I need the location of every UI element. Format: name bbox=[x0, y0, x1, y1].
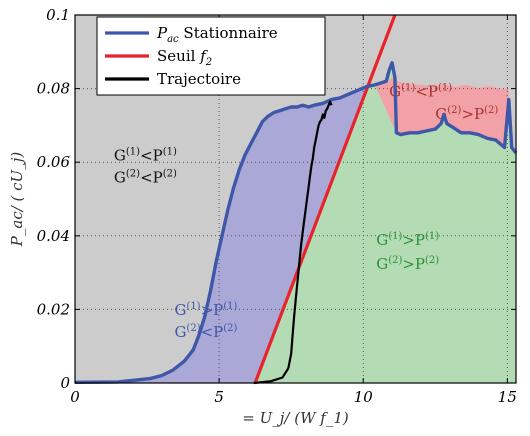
region-blue bbox=[75, 79, 371, 383]
legend-label-traj: Trajectoire bbox=[157, 70, 241, 88]
legend-label-seuil: Seuil f2 bbox=[157, 47, 212, 68]
region-label-0-line2: G(2)​<P(2)​ bbox=[114, 168, 177, 186]
axis-labels: = U_j/ (W f_1) P_ac/ ( cU_j) bbox=[8, 152, 349, 427]
region-labels: G(1)​<P(1)​ G(2)​<P(2)​ G(1)​>P(1)​ G(2)​<P… bbox=[114, 83, 498, 341]
region-label-1-line2: G(2)​<P(2)​ bbox=[174, 323, 237, 341]
y-axis-label: P_ac/ ( cU_j) bbox=[8, 152, 26, 248]
region-label-2-line1: G(1)​>P(1)​ bbox=[376, 231, 439, 249]
series-seuil-line bbox=[253, 15, 397, 383]
series-pac-line bbox=[74, 61, 518, 384]
y-tick-label-2: 0.04 bbox=[37, 227, 70, 245]
region-red bbox=[374, 77, 509, 148]
region-label-4-line1: G(2)​>P(2)​ bbox=[435, 105, 498, 123]
x-tick-label-3: 15 bbox=[498, 388, 517, 406]
x-tick-label-0: 0 bbox=[70, 388, 80, 406]
y-tick-label-0: 0 bbox=[60, 374, 70, 392]
region-label-2-line2: G(2)​>P(2)​ bbox=[376, 255, 439, 273]
y-tick-label-1: 0.02 bbox=[37, 300, 70, 318]
legend-label-pac: Pac Stationnaire bbox=[156, 24, 278, 45]
region-green bbox=[255, 62, 516, 384]
series-trajectoire-line bbox=[253, 100, 333, 385]
legend-box bbox=[96, 16, 326, 96]
axis-ticks: 0 5 10 15 0 0.02 0.04 0.06 0.08 0.1 bbox=[37, 6, 517, 406]
x-tick-label-1: 5 bbox=[214, 388, 224, 406]
plot-frame bbox=[74, 14, 517, 384]
y-tick-label-4: 0.08 bbox=[37, 80, 70, 98]
x-axis-label: = U_j/ (W f_1) bbox=[242, 409, 349, 427]
x-tick-label-2: 10 bbox=[354, 388, 374, 406]
y-tick-label-3: 0.06 bbox=[37, 153, 71, 171]
y-tick-label-5: 0.1 bbox=[46, 6, 70, 24]
region-label-0-line1: G(1)​<P(1)​ bbox=[114, 146, 177, 164]
series bbox=[74, 15, 518, 385]
